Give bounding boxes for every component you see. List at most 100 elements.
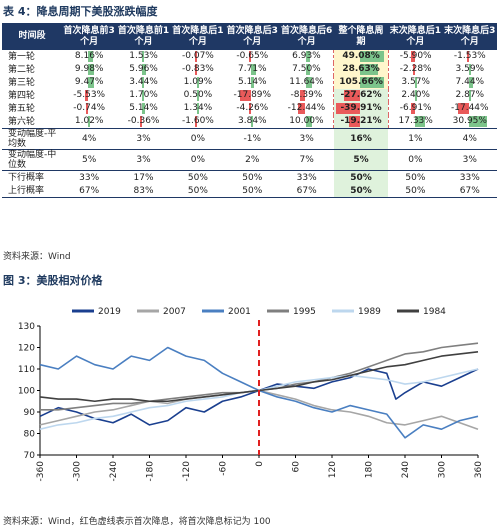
x-tick-label: 240 [401, 461, 411, 478]
stat-cell: 17% [116, 170, 171, 184]
chart-source-note: 资料来源：Wind，红色虚线表示首次降息，将首次降息标记为 100 [3, 517, 271, 527]
value-cell: -0.83% [171, 63, 225, 76]
row-label: 第六轮 [8, 116, 36, 127]
data-bar [88, 116, 90, 127]
cell-wrap: -27.62% [334, 89, 387, 102]
cell-wrap: 2.87% [443, 89, 497, 102]
header-period: 时间段 [2, 23, 62, 50]
cell-wrap: 1.53% [116, 50, 170, 63]
cell-wrap: -0.83% [171, 63, 225, 76]
value-cell: -12.44% [280, 102, 334, 115]
data-bar [468, 77, 474, 88]
x-tick-label: 360 [474, 461, 484, 478]
data-bar [305, 116, 312, 127]
cell-wrap: -19.21% [334, 115, 387, 128]
cell-wrap: -39.91% [334, 102, 387, 115]
stat-cell: 67% [62, 184, 117, 198]
stat-cell: 4% [62, 128, 117, 150]
cell-value: 1.53% [129, 51, 158, 61]
cell-wrap: -6.91% [389, 102, 443, 115]
data-bar [336, 103, 361, 114]
cell-value: -8.39% [290, 90, 323, 100]
cell-value: 11.64% [289, 77, 324, 87]
cell-wrap: 6.93% [280, 50, 334, 63]
cell-value: -39.91% [340, 103, 382, 113]
cell-wrap: 1.70% [116, 89, 170, 102]
cell-value: 8.16% [74, 51, 104, 61]
data-bar [240, 90, 252, 101]
header-whole-cycle: 整个降息周期 [333, 23, 389, 50]
cell-value: 1.70% [129, 90, 158, 100]
value-cell: -5.53% [62, 89, 116, 102]
stat-cell: 50% [170, 184, 226, 198]
value-cell: 11.64% [280, 76, 334, 89]
cell-value: -17.89% [233, 90, 272, 100]
value-cell: 3.84% [225, 115, 279, 129]
cell-value: 7.71% [238, 64, 267, 74]
stat-label: 变动幅度-平均数 [2, 128, 62, 150]
cell-wrap: 11.64% [280, 76, 334, 89]
cell-value: 1.34% [183, 103, 213, 113]
data-bar [305, 64, 310, 75]
value-cell: 49.08% [333, 50, 389, 63]
value-cell: 1.34% [171, 102, 225, 115]
cell-wrap: 9.47% [62, 76, 116, 89]
cell-wrap: 3.84% [225, 115, 279, 128]
data-bar [348, 116, 361, 127]
cell-wrap: 7.50% [280, 63, 334, 76]
cell-wrap: 0.50% [171, 89, 225, 102]
stat-row-down-prob: 下行概率 33% 17% 50% 50% 33% 50% 50% 33% [2, 170, 497, 184]
value-cell: 3.57% [388, 76, 442, 89]
cell-value: -0.07% [182, 51, 214, 61]
cell-value: -0.36% [127, 116, 160, 126]
x-tick-label: -360 [36, 461, 46, 482]
series-line-2019 [39, 368, 479, 426]
decline-table: 时间段 首次降息前3个月 首次降息前1个月 首次降息后1个月 首次降息后3个月 … [2, 23, 497, 198]
data-bar [251, 116, 254, 127]
data-bar [142, 64, 146, 75]
data-bar [248, 103, 252, 114]
cell-value: 5.96% [129, 64, 158, 74]
cell-value: 1.09% [183, 77, 213, 87]
cell-value: 49.08% [342, 51, 380, 61]
row-label: 第一轮 [8, 51, 36, 62]
cell-value: 5.14% [129, 103, 158, 113]
data-bar [194, 64, 197, 75]
cell-value: -12.44% [287, 103, 326, 113]
cell-wrap: 1.02% [62, 115, 116, 128]
cell-value: -1.60% [182, 116, 214, 126]
cell-value: 2.87% [455, 90, 485, 100]
data-bar [88, 51, 93, 62]
value-cell: 1.09% [171, 76, 225, 89]
chart-caption: 图 3：美股相对价格 [3, 274, 103, 287]
cell-value: 105.66% [339, 77, 383, 87]
table-row: 第四轮 -5.53% 1.70% 0.50% -17.89% -8.39% -27.62% 2… [2, 89, 497, 102]
cell-value: 3.59% [455, 64, 485, 74]
stat-cell: 50% [225, 184, 280, 198]
stat-cell: 0% [388, 149, 443, 171]
cell-wrap: -1.60% [171, 115, 225, 128]
x-tick-label: -300 [73, 461, 83, 482]
cell-wrap: 3.57% [389, 76, 443, 89]
legend-label: 2001 [228, 307, 251, 317]
value-cell: 8.16% [62, 50, 116, 63]
cell-wrap: -2.28% [389, 63, 443, 76]
value-cell: 5.96% [116, 63, 170, 76]
cell-wrap: 9.98% [62, 63, 116, 76]
stat-cell: 3% [116, 149, 171, 171]
stat-cell: 3% [442, 149, 497, 171]
stat-label: 变动幅度-中位数 [2, 149, 62, 171]
value-cell: -0.36% [116, 115, 170, 129]
data-bar [414, 90, 417, 101]
value-cell: -17.44% [443, 102, 497, 115]
legend-label: 2019 [98, 307, 121, 317]
y-tick-label: 120 [18, 344, 35, 354]
value-cell: 7.71% [225, 63, 279, 76]
cell-wrap: 30.95% [443, 115, 497, 128]
cell-value: -27.62% [340, 90, 382, 100]
value-cell: -2.28% [388, 63, 442, 76]
cell-wrap: 8.16% [62, 50, 116, 63]
row-label: 第二轮 [8, 64, 36, 75]
stat-cell: 50% [225, 170, 280, 184]
data-bar [414, 77, 417, 88]
